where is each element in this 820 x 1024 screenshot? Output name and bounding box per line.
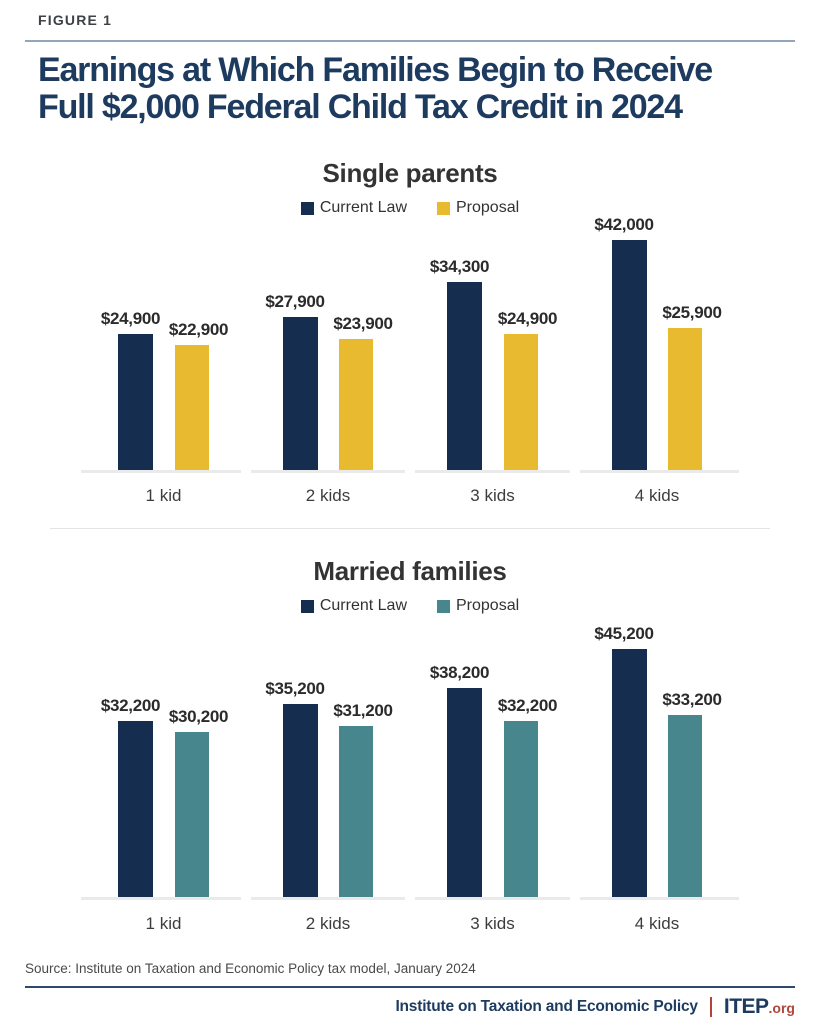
value-label: $24,900 xyxy=(100,309,161,328)
chart-title: Single parents xyxy=(322,158,498,188)
chart-title: Married families xyxy=(313,556,507,586)
value-label: $32,200 xyxy=(100,696,161,715)
footer-separator xyxy=(709,997,712,1017)
legend-entry: Current Law xyxy=(300,199,407,217)
value-label: $33,200 xyxy=(662,690,722,709)
itep-logo: ITEP .org xyxy=(724,995,795,1019)
value-label: $24,900 xyxy=(497,309,558,328)
single-parents-chart: Single parents Current Law Proposal $24,900… xyxy=(0,152,820,505)
value-label: $23,900 xyxy=(333,314,393,333)
bar-proposal xyxy=(503,721,538,897)
chart-legend: Current Law Proposal xyxy=(0,597,820,615)
bar-proposal xyxy=(174,732,209,897)
legend-swatch-icon xyxy=(300,599,314,613)
bar-current-law xyxy=(282,317,318,470)
axis-baseline xyxy=(415,897,570,900)
bar-current-law xyxy=(118,334,153,470)
legend-label: Current Law xyxy=(319,597,407,614)
chart-legend: Current Law Proposal xyxy=(0,199,820,217)
chart-divider xyxy=(50,528,770,529)
itep-logo-suffix: .org xyxy=(768,1000,795,1016)
legend-swatch-icon xyxy=(437,201,450,215)
axis-baseline xyxy=(250,470,405,473)
axis-baseline xyxy=(579,897,739,900)
value-label: $25,900 xyxy=(662,303,722,322)
value-label: $45,200 xyxy=(594,624,654,643)
legend-entry: Current Law xyxy=(300,597,407,615)
bar-current-law xyxy=(611,240,647,470)
figure-label: FIGURE 1 xyxy=(38,12,113,28)
source-note: Source: Institute on Taxation and Econom… xyxy=(25,961,476,976)
value-label: $30,200 xyxy=(168,707,229,726)
category-label: 2 kids xyxy=(305,914,351,933)
bar-current-law xyxy=(282,704,318,897)
value-label: $32,200 xyxy=(497,696,558,715)
footer: Institute on Taxation and Economic Polic… xyxy=(395,995,795,1019)
bar-proposal xyxy=(668,715,702,897)
bar-current-law xyxy=(447,282,482,470)
itep-logo-text: ITEP xyxy=(723,995,769,1018)
married-families-chart: Married families Current Law Proposal $32,2… xyxy=(0,550,820,933)
value-label: $34,300 xyxy=(429,257,490,276)
bar-current-law xyxy=(118,721,153,897)
category-label: 1 kid xyxy=(145,914,182,933)
value-label: $42,000 xyxy=(594,215,654,234)
header-divider xyxy=(25,40,795,42)
axis-baseline xyxy=(579,470,739,473)
page-title: Earnings at Which Families Begin to Rece… xyxy=(38,52,808,126)
legend-label: Current Law xyxy=(319,199,407,216)
axis-baseline xyxy=(81,897,241,900)
value-label: $22,900 xyxy=(168,320,229,339)
bar-current-law xyxy=(611,649,647,897)
legend-label: Proposal xyxy=(456,199,520,216)
bar-proposal xyxy=(339,726,373,897)
legend-entry: Proposal xyxy=(437,597,519,615)
value-label: $38,200 xyxy=(429,663,490,682)
page-title-line1: Earnings at Which Families Begin to Rece… xyxy=(38,51,713,89)
value-label: $27,900 xyxy=(265,292,325,311)
value-label: $35,200 xyxy=(265,679,325,698)
category-label: 3 kids xyxy=(470,486,515,505)
category-label: 2 kids xyxy=(305,486,351,505)
page-title-line2: Full $2,000 Federal Child Tax Credit in … xyxy=(38,88,683,126)
category-label: 1 kid xyxy=(145,486,182,505)
category-label: 4 kids xyxy=(634,486,680,505)
bar-current-law xyxy=(447,688,482,897)
legend-swatch-icon xyxy=(300,201,314,215)
axis-baseline xyxy=(415,470,570,473)
legend-label: Proposal xyxy=(456,597,520,614)
bar-proposal xyxy=(503,334,538,470)
axis-baseline xyxy=(250,897,405,900)
value-label: $31,200 xyxy=(333,701,393,720)
bar-proposal xyxy=(174,345,209,470)
footer-divider xyxy=(25,986,795,988)
category-label: 3 kids xyxy=(470,914,515,933)
legend-entry: Proposal xyxy=(437,199,519,217)
footer-org-name: Institute on Taxation and Economic Polic… xyxy=(395,998,698,1015)
category-label: 4 kids xyxy=(634,914,680,933)
bar-proposal xyxy=(668,328,702,470)
bar-proposal xyxy=(339,339,373,470)
legend-swatch-icon xyxy=(437,599,450,613)
plot-area: $32,200 $30,200 $35,200 $31,200 $38,200 $32,2… xyxy=(81,624,739,901)
plot-area: $24,900 $22,900 $27,900 $23,900 $34,300 $24,9… xyxy=(81,210,739,474)
axis-baseline xyxy=(81,470,241,473)
